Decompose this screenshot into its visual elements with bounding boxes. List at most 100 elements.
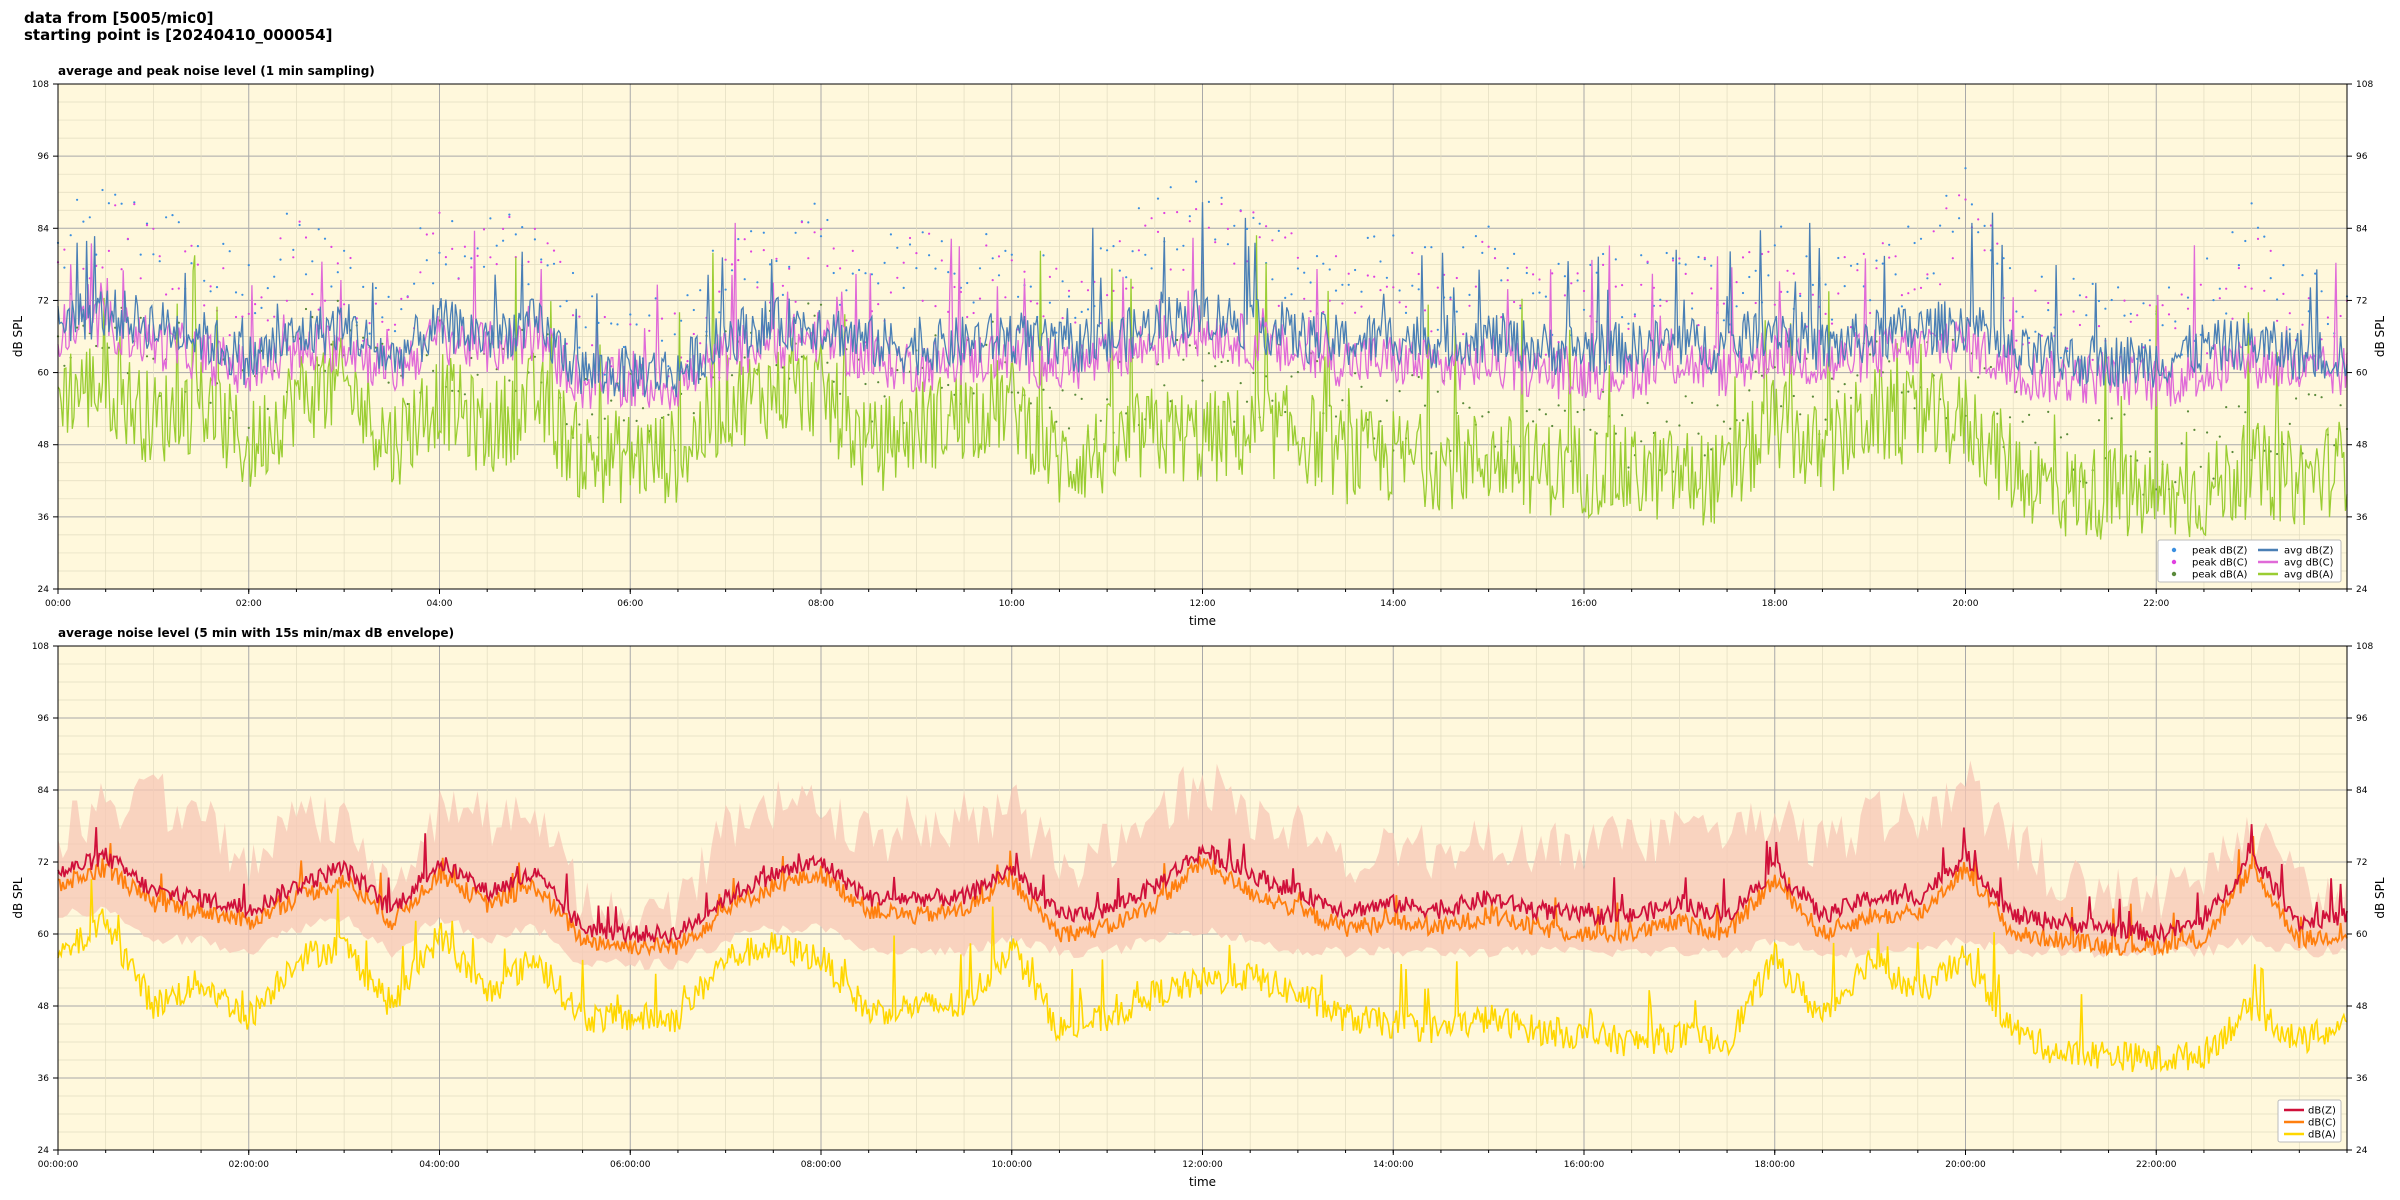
- peak-point: [654, 297, 657, 300]
- peak-point: [2339, 314, 2342, 318]
- peak-point: [2161, 324, 2164, 327]
- peak-point: [1532, 292, 1535, 295]
- peak-point: [2206, 257, 2209, 260]
- peak-point: [400, 297, 403, 300]
- peak-point: [133, 201, 136, 204]
- peak-point: [171, 214, 174, 217]
- peak-point: [699, 289, 702, 292]
- peak-point: [807, 257, 810, 260]
- peak-point: [393, 323, 397, 326]
- peak-point: [1366, 274, 1369, 277]
- peak-point: [540, 258, 543, 261]
- peak-point: [1741, 291, 1745, 295]
- peak-point: [1379, 420, 1382, 423]
- peak-point: [1099, 419, 1102, 422]
- peak-point: [1888, 243, 1891, 246]
- peak-point: [985, 244, 988, 247]
- peak-point: [1233, 224, 1236, 227]
- peak-point: [1665, 251, 1668, 255]
- y-tick-label: 24: [2356, 585, 2368, 595]
- peak-point: [1741, 256, 1745, 259]
- peak-point: [2218, 435, 2221, 438]
- peak-point: [1665, 300, 1668, 303]
- peak-point: [215, 286, 219, 289]
- peak-point: [660, 339, 664, 342]
- y-tick-label: 108: [32, 80, 49, 90]
- peak-point: [234, 291, 238, 294]
- peak-point: [877, 282, 880, 285]
- legend-item-label: dB(A): [2308, 1130, 2336, 1141]
- peak-point: [1468, 406, 1471, 409]
- peak-point: [2123, 413, 2126, 416]
- peak-point: [2078, 323, 2081, 327]
- peak-point: [145, 224, 149, 227]
- peak-point: [915, 252, 918, 255]
- peak-point: [311, 315, 314, 319]
- peak-point: [667, 413, 670, 416]
- peak-point: [279, 237, 282, 240]
- peak-point: [1226, 227, 1229, 230]
- peak-point: [1106, 398, 1109, 401]
- peak-point: [2212, 299, 2215, 302]
- peak-point: [2180, 442, 2183, 445]
- peak-point: [451, 247, 454, 250]
- peak-point: [750, 230, 753, 233]
- peak-point: [400, 308, 403, 311]
- peak-point: [1792, 394, 1795, 398]
- peak-point: [1576, 272, 1579, 275]
- peak-point: [222, 267, 225, 270]
- peak-point: [2155, 488, 2158, 491]
- peak-point: [2326, 322, 2329, 326]
- x-tick-label: 20:00: [1953, 599, 1979, 609]
- peak-point: [1722, 420, 1725, 423]
- peak-point: [1182, 268, 1185, 271]
- peak-point: [1614, 258, 1617, 261]
- peak-point: [1468, 304, 1471, 307]
- peak-point: [1506, 279, 1509, 282]
- peak-point: [1830, 318, 1834, 321]
- peak-point: [1023, 270, 1026, 273]
- peak-point: [2104, 307, 2107, 310]
- peak-point: [1621, 284, 1624, 287]
- peak-point: [1989, 224, 1992, 227]
- peak-point: [788, 267, 791, 270]
- peak-point: [928, 254, 931, 257]
- peak-point: [304, 236, 308, 239]
- peak-point: [1582, 289, 1586, 293]
- peak-point: [1671, 257, 1675, 260]
- peak-point: [1029, 285, 1032, 288]
- peak-point: [2199, 283, 2202, 286]
- peak-point: [743, 278, 746, 281]
- peak-point: [1983, 224, 1986, 227]
- peak-point: [2047, 309, 2050, 312]
- peak-point: [775, 364, 778, 367]
- peak-point: [1869, 311, 1872, 315]
- peak-point: [1481, 251, 1484, 254]
- peak-point: [750, 250, 753, 253]
- peak-point: [82, 267, 85, 270]
- peak-point: [2244, 285, 2247, 288]
- peak-point: [883, 261, 886, 264]
- peak-point: [864, 382, 867, 386]
- peak-point: [1487, 411, 1490, 414]
- peak-point: [552, 249, 556, 252]
- peak-point: [425, 354, 428, 357]
- peak-point: [915, 267, 918, 270]
- peak-point: [1265, 225, 1268, 228]
- peak-point: [1881, 371, 1884, 374]
- peak-point: [1411, 251, 1414, 254]
- peak-point: [1214, 241, 1217, 244]
- peak-point: [2167, 286, 2171, 289]
- y-tick-label: 96: [2356, 714, 2368, 724]
- legend-item-label: dB(Z): [2308, 1106, 2336, 1117]
- peak-point: [432, 369, 435, 372]
- peak-point: [610, 399, 613, 402]
- peak-point: [1576, 410, 1579, 414]
- peak-point: [2225, 312, 2228, 315]
- peak-point: [743, 356, 746, 359]
- peak-point: [2097, 299, 2101, 303]
- peak-point: [1519, 307, 1522, 310]
- peak-point: [1780, 290, 1783, 293]
- peak-point: [1252, 216, 1255, 219]
- peak-point: [1843, 256, 1846, 259]
